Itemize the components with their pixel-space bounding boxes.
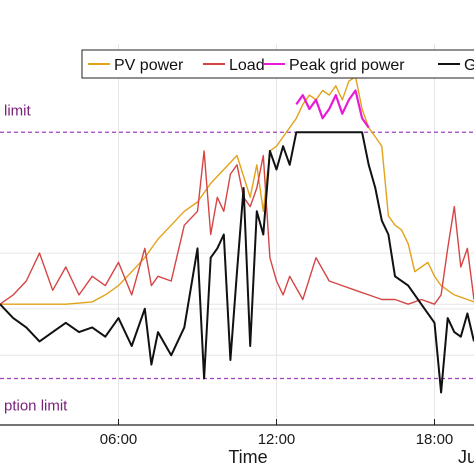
legend-label-grid: G <box>464 57 474 74</box>
date-fragment-label: Ju <box>458 447 474 467</box>
lower-limit-label: ption limit <box>4 398 68 415</box>
legend-label-pv-power: PV power <box>114 57 184 74</box>
series-line-2 <box>295 89 370 129</box>
grid-layer <box>0 44 474 425</box>
x-axis-title: Time <box>228 447 267 467</box>
series-line-1 <box>0 150 474 305</box>
upper-limit-label: limit <box>4 102 31 119</box>
legend-label-peak-grid-power: Peak grid power <box>289 57 405 74</box>
x-tick-label-0: 06:00 <box>100 431 138 448</box>
x-tick-label-1: 12:00 <box>258 431 296 448</box>
series-layer <box>0 75 474 394</box>
legend: PV power Load Peak grid power G <box>81 49 474 79</box>
ticks-layer: 06:00 12:00 18:00 <box>100 419 454 448</box>
limit-layer: limit ption limit <box>0 102 474 415</box>
legend-label-load: Load <box>229 57 265 74</box>
series-line-3 <box>0 131 474 394</box>
x-tick-label-2: 18:00 <box>416 431 454 448</box>
